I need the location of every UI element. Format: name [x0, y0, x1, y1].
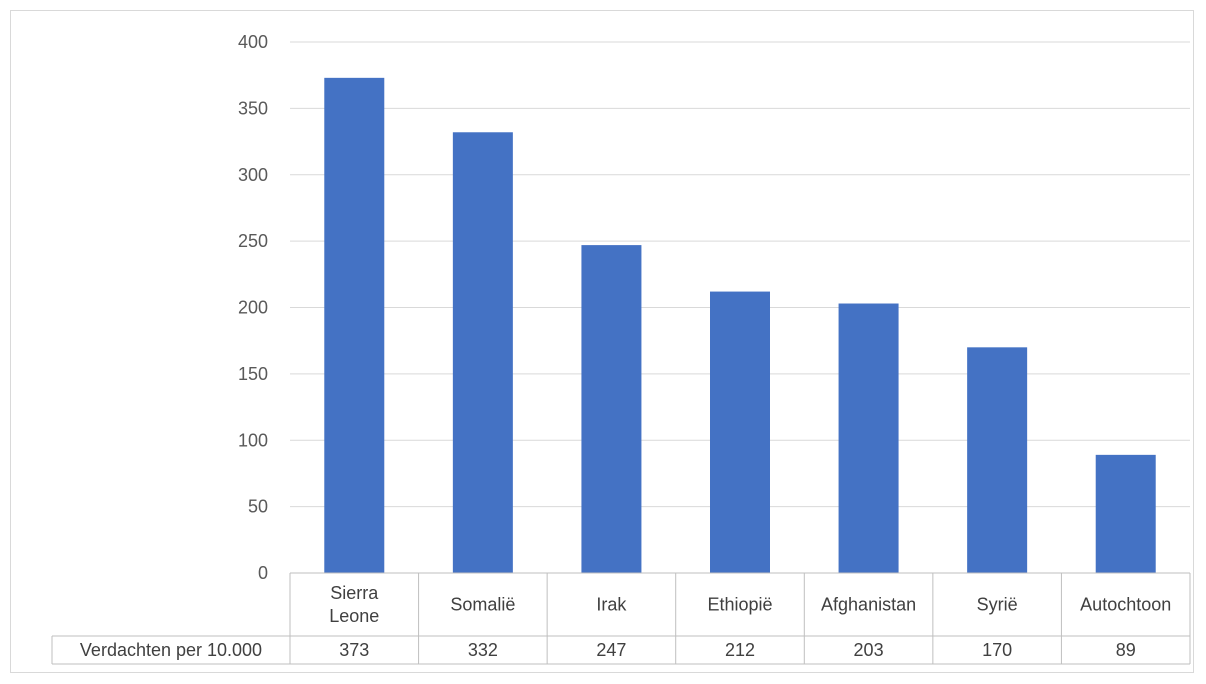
- bar: [452, 132, 513, 573]
- category-label: Afghanistan: [821, 595, 916, 615]
- category-label-line: Autochtoon: [1080, 595, 1171, 615]
- bar: [324, 77, 385, 573]
- category-label: Somalië: [450, 595, 515, 615]
- data-value-label: 89: [1116, 640, 1136, 660]
- category-label-line: Syrië: [977, 595, 1018, 615]
- data-value-label: 212: [725, 640, 755, 660]
- category-label: Sierra Leone: [329, 583, 379, 626]
- data-value-label: 170: [982, 640, 1012, 660]
- series-name-label: Verdachten per 10.000: [80, 640, 262, 660]
- category-label: Autochtoon: [1080, 595, 1171, 615]
- y-axis-ticks: 0 50 100 150 200 250 300 350 400: [238, 32, 268, 583]
- category-label-line: Ethiopië: [707, 595, 772, 615]
- category-label: Syrië: [977, 595, 1018, 615]
- bar: [581, 245, 642, 574]
- y-tick-label: 100: [238, 430, 268, 450]
- category-label-line: Irak: [596, 595, 627, 615]
- bar: [710, 291, 770, 573]
- category-label-line: Sierra: [330, 583, 379, 603]
- y-tick-label: 150: [238, 364, 268, 384]
- bar: [838, 303, 899, 573]
- data-value-label: 247: [596, 640, 626, 660]
- y-tick-label: 350: [238, 98, 268, 118]
- y-tick-label: 200: [238, 298, 268, 318]
- data-table: Sierra Leone Somalië Irak Ethiopië Afghanista…: [51, 572, 1191, 665]
- y-tick-label: 400: [238, 32, 268, 52]
- y-tick-label: 300: [238, 165, 268, 185]
- y-tick-label: 250: [238, 231, 268, 251]
- bar: [1095, 454, 1156, 573]
- category-label-line: Leone: [329, 606, 379, 626]
- data-value-label: 203: [854, 640, 884, 660]
- bar: [967, 347, 1028, 573]
- data-value-label: 332: [468, 640, 498, 660]
- y-tick-label: 0: [258, 563, 268, 583]
- gridlines: [290, 41, 1190, 508]
- category-label: Irak: [596, 595, 627, 615]
- y-tick-label: 50: [248, 497, 268, 517]
- category-label-line: Somalië: [450, 595, 515, 615]
- category-label-line: Afghanistan: [821, 595, 916, 615]
- bars: [324, 77, 1156, 574]
- category-label: Ethiopië: [707, 595, 772, 615]
- data-value-label: 373: [339, 640, 369, 660]
